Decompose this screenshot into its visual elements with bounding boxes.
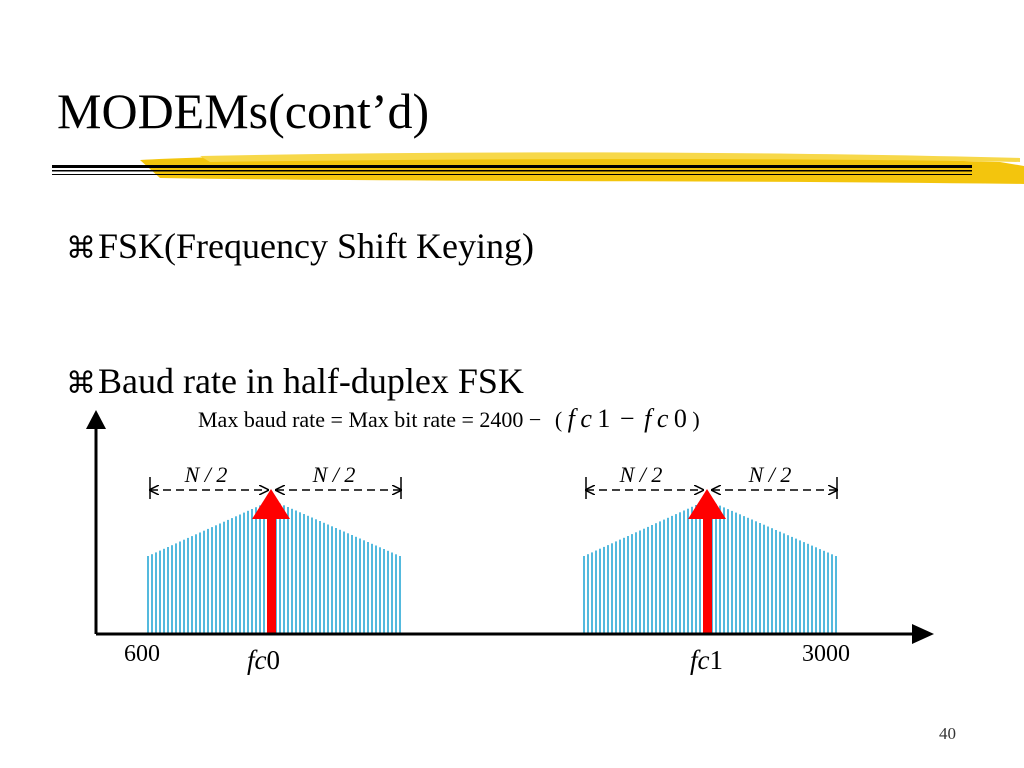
carrier-arrow-left	[252, 489, 290, 634]
formula-minus: −	[620, 404, 635, 433]
carrier-arrow-right	[688, 489, 726, 634]
formula-f0: f	[644, 404, 655, 433]
formula-one: 1	[597, 404, 610, 433]
formula-close: )	[692, 407, 699, 432]
y-axis-arrowhead	[86, 410, 106, 429]
formula-zero: 0	[674, 404, 687, 433]
bullet-item: ⌘Baud rate in half-duplex FSK	[66, 363, 524, 399]
command-key-icon: ⌘	[66, 366, 96, 401]
axis-label-3000: 3000	[802, 641, 850, 667]
dimension-right: N / 2 N / 2	[586, 462, 837, 499]
formula-c1: c	[580, 404, 592, 433]
half-band-label: N / 2	[748, 462, 792, 487]
page-number: 40	[939, 724, 956, 743]
bullet-text: FSK(Frequency Shift Keying)	[98, 226, 534, 266]
bullet-item: ⌘FSK(Frequency Shift Keying)	[66, 228, 534, 264]
gold-brush-stroke-light	[200, 152, 1020, 162]
half-band-label: N / 2	[619, 462, 663, 487]
rule-line-top	[52, 165, 972, 168]
command-key-icon: ⌘	[66, 231, 96, 266]
formula-open: (	[555, 407, 562, 432]
axis-label-600: 600	[124, 641, 160, 667]
baud-rate-formula: Max baud rate = Max bit rate = 2400 − ( …	[198, 404, 700, 433]
page-title: MODEMs(cont’d)	[57, 83, 430, 139]
fsk-spectrum-diagram: Max baud rate = Max bit rate = 2400 − ( …	[86, 404, 934, 675]
formula-f1: f	[568, 404, 579, 433]
rule-line-middle	[52, 170, 972, 172]
carrier-label-fc1: fc1	[690, 645, 723, 675]
axes	[86, 410, 934, 644]
bullet-text: Baud rate in half-duplex FSK	[98, 361, 524, 401]
rule-line-bottom	[52, 174, 972, 175]
formula-c0: c	[657, 404, 669, 433]
dimension-left: N / 2 N / 2	[150, 462, 401, 499]
carrier-label-fc0: fc0	[247, 645, 280, 675]
title-underline-decoration	[52, 152, 1024, 184]
x-axis-arrowhead	[912, 624, 934, 644]
gold-brush-stroke	[140, 153, 1024, 184]
half-band-label: N / 2	[184, 462, 228, 487]
formula-prefix: Max baud rate = Max bit rate = 2400 −	[198, 407, 541, 432]
band-left	[147, 500, 401, 633]
half-band-label: N / 2	[312, 462, 356, 487]
